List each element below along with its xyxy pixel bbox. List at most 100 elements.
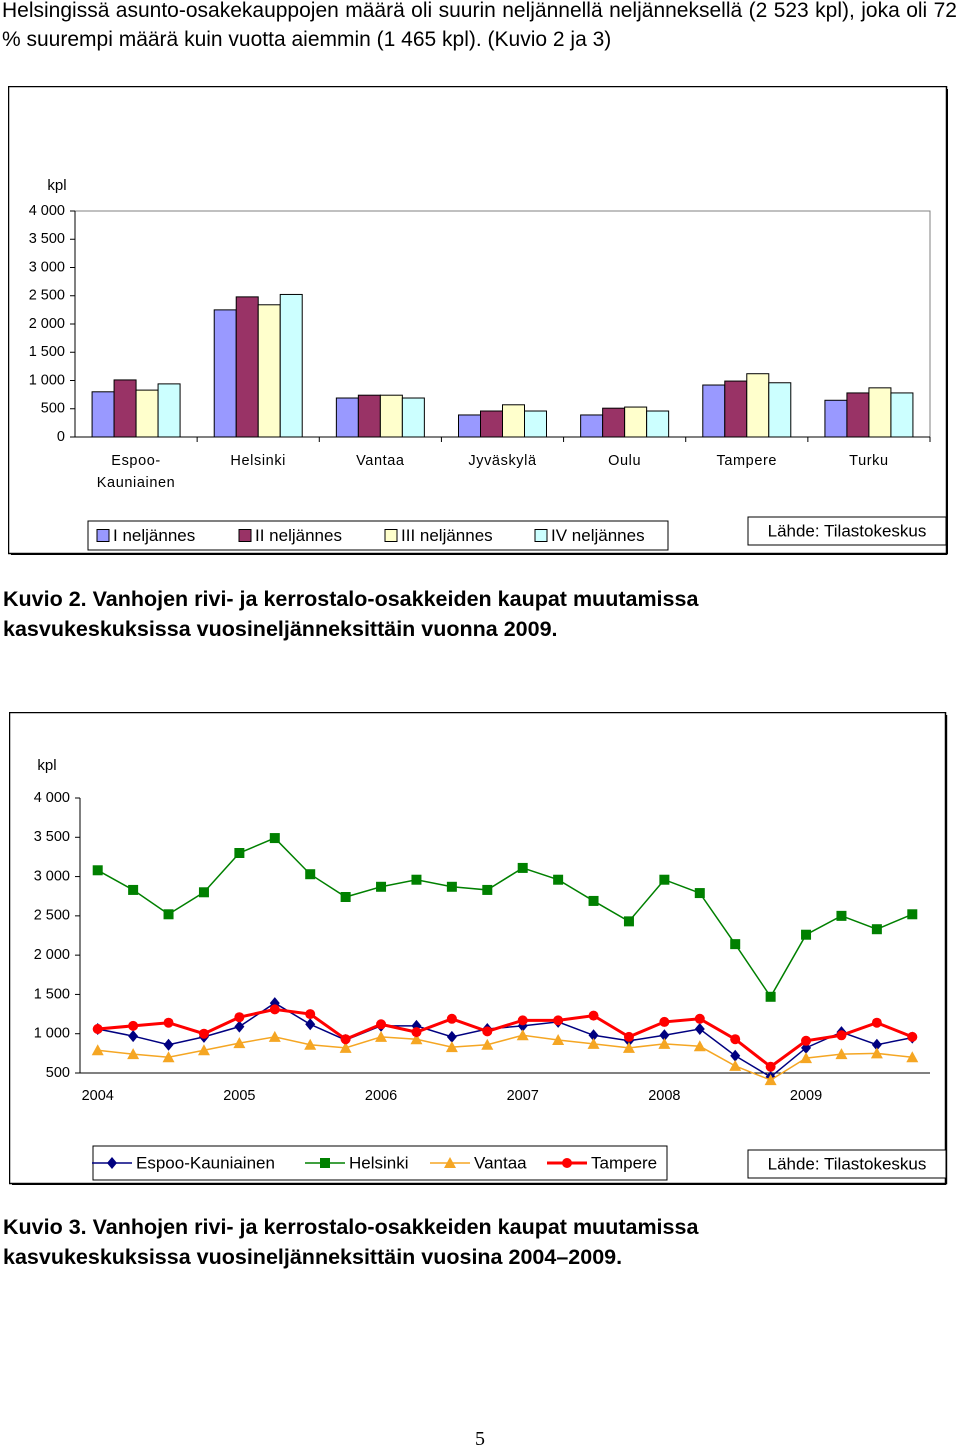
figure-caption: Kuvio 3. Vanhojen rivi- ja kerrostalo-os… — [3, 1215, 699, 1269]
chart: kpl 500 1 000 1 500 2 000 2 500 3 000 3 500 4 00… — [9, 712, 948, 1185]
data-point — [801, 929, 812, 940]
legend-swatch — [96, 529, 110, 542]
bar — [868, 387, 892, 438]
bar — [357, 394, 381, 438]
data-point — [871, 1038, 882, 1051]
source-label: Lähde: Tilastokeskus — [768, 1154, 927, 1173]
legend-label: I neljännes — [113, 526, 195, 545]
data-point — [659, 1029, 670, 1042]
y-tick-label: 2 000 — [34, 947, 70, 963]
x-tick-label: Tampere — [716, 453, 777, 469]
x-tick-label: 2009 — [790, 1088, 822, 1104]
data-point — [836, 910, 847, 921]
data-point — [376, 1019, 387, 1030]
data-point — [92, 1024, 103, 1034]
data-point — [694, 1013, 705, 1024]
data-point — [446, 881, 457, 892]
source-box — [747, 516, 947, 546]
bar — [724, 380, 748, 438]
page-number: 5 — [475, 1428, 485, 1450]
legend-marker — [107, 1157, 117, 1169]
data-point — [694, 888, 705, 899]
data-point — [906, 1051, 919, 1063]
data-point — [694, 1023, 705, 1035]
data-point — [304, 1038, 317, 1050]
x-tick-label: Turku — [849, 453, 889, 469]
x-tick-label: 2007 — [507, 1088, 539, 1104]
y-axis-label: kpl — [37, 757, 56, 774]
bar — [580, 414, 604, 438]
data-point — [800, 1052, 813, 1064]
source-label: Lähde: Tilastokeskus — [768, 521, 927, 540]
data-point — [517, 1015, 528, 1026]
source-box — [747, 1149, 947, 1179]
data-point — [234, 1020, 245, 1033]
y-tick-label: 3 000 — [34, 868, 70, 884]
legend-label: II neljännes — [255, 526, 342, 545]
bar — [157, 383, 181, 438]
series-line — [97, 1002, 913, 1078]
y-tick-label: 3 000 — [29, 259, 65, 275]
legend-swatch — [384, 529, 398, 542]
data-point — [92, 865, 103, 876]
bar — [524, 410, 547, 438]
y-tick-label: 1 000 — [34, 1026, 70, 1042]
bar — [401, 397, 425, 438]
legend-box — [92, 1145, 668, 1181]
figure-caption: Kuvio 2. Vanhojen rivi- ja kerrostalo-os… — [3, 587, 699, 641]
data-point — [764, 1074, 777, 1086]
x-tick-label: 2005 — [223, 1088, 255, 1104]
bar — [602, 407, 626, 438]
data-point — [482, 884, 493, 895]
legend-marker — [444, 1157, 456, 1168]
data-point — [198, 887, 209, 898]
legend-label: Tampere — [591, 1153, 657, 1172]
data-point — [588, 1029, 599, 1042]
data-point — [91, 1044, 104, 1056]
data-point — [659, 1016, 670, 1027]
bar — [379, 394, 403, 438]
data-point — [375, 1030, 388, 1042]
bar — [890, 392, 914, 438]
y-tick-label: 2 000 — [29, 316, 65, 332]
legend-box — [87, 520, 669, 551]
series-line — [97, 837, 913, 999]
bar — [768, 382, 792, 438]
data-point — [482, 1026, 493, 1037]
series-line — [97, 1007, 913, 1069]
chart: kpl 0 500 1 000 1 500 2 000 2 500 3 000 3 500 4 0… — [8, 86, 948, 555]
x-tick-label: Oulu — [608, 453, 641, 469]
data-point — [411, 1027, 422, 1038]
x-tick-label: Jyväskylä — [468, 453, 537, 469]
y-tick-label: 2 500 — [29, 288, 65, 304]
y-tick-label: 500 — [46, 1065, 70, 1081]
legend-label: Espoo-Kauniainen — [136, 1153, 275, 1172]
data-point — [871, 1017, 882, 1028]
data-point — [163, 1017, 174, 1028]
x-tick-label: 2006 — [365, 1088, 397, 1104]
series-line — [97, 1034, 913, 1081]
data-point — [801, 1035, 812, 1046]
data-point — [907, 1031, 918, 1042]
data-point — [622, 1041, 635, 1053]
y-tick-label: 1 500 — [29, 344, 65, 360]
data-point — [198, 1028, 209, 1039]
data-point — [730, 939, 741, 950]
bar — [480, 410, 503, 438]
bar — [624, 406, 648, 438]
x-tick-label: Helsinki — [230, 453, 286, 469]
legend-label: III neljännes — [401, 526, 493, 545]
data-point — [658, 1037, 671, 1049]
bar — [646, 410, 670, 438]
data-point — [765, 1061, 776, 1072]
data-point — [446, 1013, 457, 1024]
chart-frame — [8, 86, 948, 555]
intro-paragraph: Helsingissä asunto-osakekauppojen määrä … — [2, 0, 957, 51]
data-point — [128, 1030, 139, 1043]
data-point — [553, 874, 564, 885]
y-tick-label: 2 500 — [34, 908, 70, 924]
y-tick-label: 3 500 — [29, 231, 65, 247]
data-point — [305, 869, 316, 880]
data-point — [128, 884, 139, 895]
